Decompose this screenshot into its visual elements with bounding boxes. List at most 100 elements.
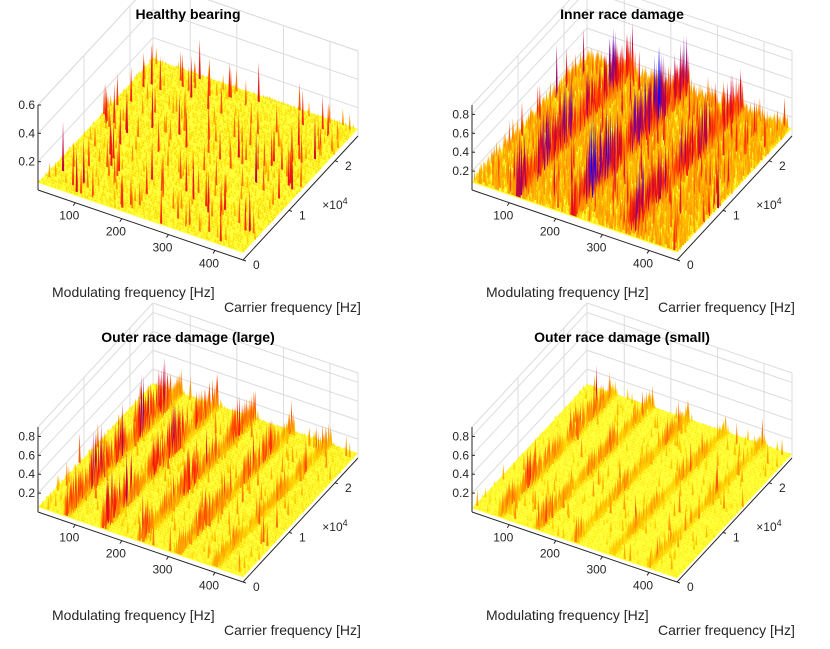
surface-spike [342,131,346,135]
surface-spike [340,134,344,139]
surface-spike [177,61,180,70]
surface-spike [303,111,306,116]
surface-spike [247,106,251,110]
surface-spike [228,62,231,98]
surface-spike [196,89,199,93]
surface-spike [268,113,271,117]
surface-spike [161,59,164,64]
surface-spike [179,51,182,82]
surface-spike [239,92,242,96]
surface-spike [319,120,322,124]
surface-spike [195,72,198,76]
surface-spike [266,103,269,108]
surface-spike [243,105,246,109]
surface-spike [232,84,235,89]
x-tick-label: 100 [59,209,79,223]
surface-spike [288,112,291,116]
surface-spike [289,104,292,108]
surface [38,38,358,253]
surface-spike [201,87,205,92]
surface-spike [275,102,278,106]
surface-spike [341,128,344,131]
surface-spike [278,109,281,113]
surface-spike [169,73,172,78]
surface-spike [264,100,267,105]
z-tick-label: 0.6 [18,98,35,112]
surface-spike [164,61,167,66]
surface-spike [233,83,237,95]
surface-spike [148,68,151,74]
surface-spike [275,99,278,103]
surface-spike [188,89,191,93]
surface-spike [315,114,318,120]
x-axis-label: Modulating frequency [Hz] [52,284,215,300]
surface-spike [348,113,351,131]
surface-spike [163,72,166,76]
surface-spike [161,66,164,70]
surface-spike [240,93,244,97]
surface-spike [198,80,201,85]
surface-spike [182,67,186,72]
surface-spike [287,103,290,107]
surface-spike [243,95,246,98]
surface-spike [348,128,352,134]
surface-spike [259,110,262,114]
surface-spike [305,125,308,130]
surface-spike [283,101,286,106]
surface-spike [257,105,260,108]
x-tick-mark [212,250,216,254]
surface-spike [324,120,327,123]
surface-spike [169,82,173,86]
surface-spike [167,64,170,69]
surface-spike [339,136,342,142]
surface-spike [298,82,301,111]
surface-spike [235,94,239,98]
surface-spike [177,75,180,78]
surface-spike [320,126,323,135]
surface-spike [319,129,322,132]
surface-spike [235,98,238,103]
surface-spike [284,112,287,117]
surface-spike [264,96,267,100]
surface-spike [310,113,314,118]
surface-spike [138,70,141,75]
surface-spike [162,69,165,73]
surface-spike [227,96,230,101]
surface-spike [222,92,225,96]
surface-spike [284,116,287,120]
surface-spike [208,66,211,97]
surface-spike [344,121,347,127]
surface-spike [270,110,273,115]
surface-spike [198,38,201,80]
surface-spike [155,63,158,68]
surface-spike [231,99,234,102]
surface-spike [280,117,283,121]
surface-spike [193,89,196,94]
surface-spike [345,125,348,130]
surface-spike [173,70,176,74]
surface-spike [253,107,256,112]
surface-spike [176,81,179,86]
surface-spike [339,134,342,139]
surface-spike [267,103,270,106]
surface-spike [262,105,265,110]
surface-spike [174,79,177,82]
x-tick-mark [72,202,76,207]
surface-spike [280,104,283,108]
surface-spike [164,75,167,79]
surface-spike [312,112,316,116]
surface-spike [149,58,152,63]
surface-spike [109,94,112,107]
surface-spike [171,73,174,76]
surface-spike [346,132,350,136]
surface-spike [221,94,224,99]
surface-spike [293,121,296,126]
surface-spike [236,96,240,101]
surface-spike [178,82,181,87]
surface-spike [272,107,275,110]
surface-spike [210,77,213,81]
surface-spike [192,84,195,89]
surface-spike [295,114,299,118]
